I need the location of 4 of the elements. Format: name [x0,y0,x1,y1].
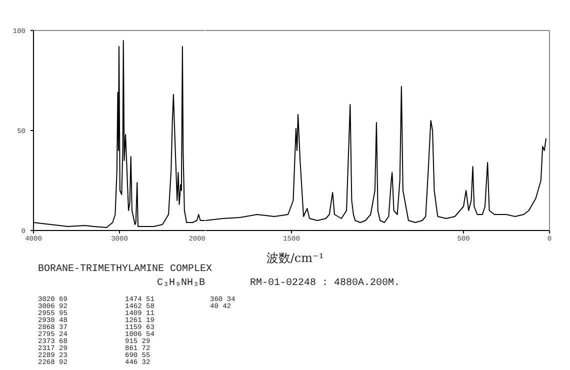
text: RM-01-02248 : 4880A.200M. [250,277,400,291]
x-axis-title: 波数/cm⁻¹ [266,251,324,265]
text: BORANE-TRIMETHYLAMINE COMPLEX [38,263,212,277]
text: C₃H₉NH₃B [157,277,206,291]
